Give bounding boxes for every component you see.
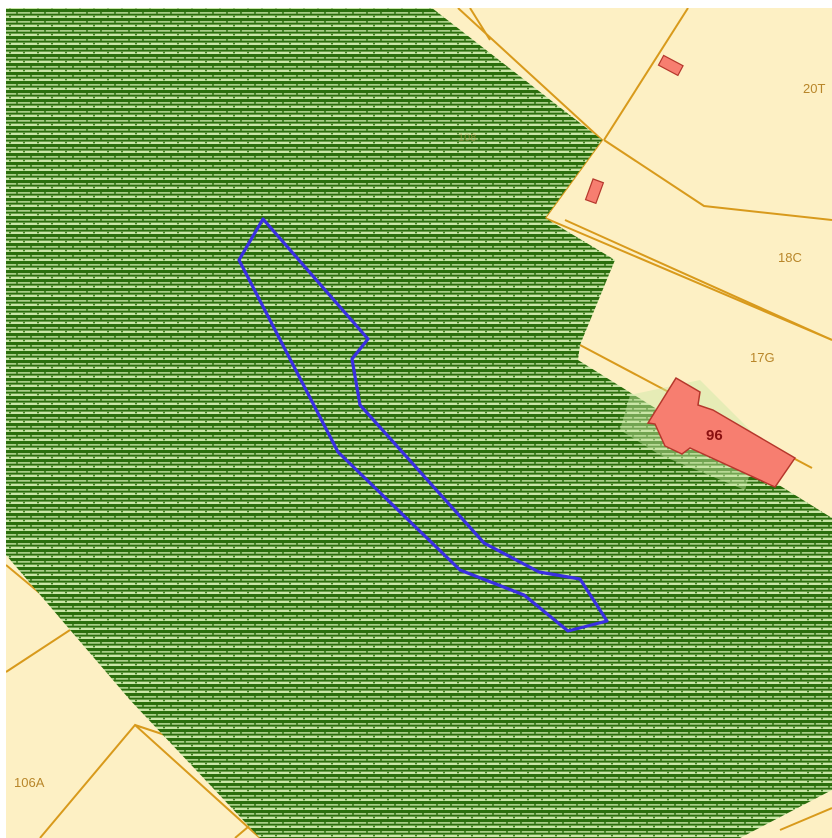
parcel-label-20T: 20T — [803, 81, 825, 96]
parcel-label-17G: 17G — [750, 350, 775, 365]
forest-area — [6, 8, 832, 838]
building-icon[interactable] — [584, 178, 605, 205]
selected-area-outline[interactable] — [237, 217, 609, 633]
parcel-label-106A: 106A — [14, 775, 45, 790]
building-icon[interactable] — [646, 376, 797, 488]
parcel-label-faint: 108 — [458, 132, 476, 144]
building-icon[interactable] — [657, 54, 684, 77]
parcel-label-18C: 18C — [778, 250, 802, 265]
building-label-96: 96 — [706, 427, 723, 444]
